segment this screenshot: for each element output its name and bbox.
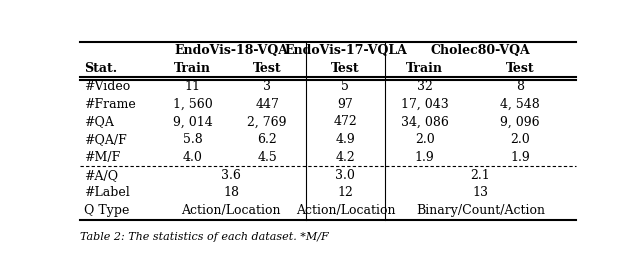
- Text: 6.2: 6.2: [257, 133, 277, 146]
- Text: Test: Test: [253, 62, 282, 75]
- Text: 97: 97: [337, 98, 353, 111]
- Text: Test: Test: [506, 62, 534, 75]
- Text: 3: 3: [263, 80, 271, 93]
- Text: Binary/Count/Action: Binary/Count/Action: [416, 204, 545, 217]
- Text: #Label: #Label: [84, 187, 130, 199]
- Text: 18: 18: [223, 187, 239, 199]
- Text: #A/Q: #A/Q: [84, 169, 118, 182]
- Text: 32: 32: [417, 80, 433, 93]
- Text: #QA/F: #QA/F: [84, 133, 127, 146]
- Text: 1, 560: 1, 560: [173, 98, 212, 111]
- Text: 17, 043: 17, 043: [401, 98, 449, 111]
- Text: 2.0: 2.0: [415, 133, 435, 146]
- Text: 8: 8: [516, 80, 524, 93]
- Text: Action/Location: Action/Location: [296, 204, 395, 217]
- Text: Table 2: The statistics of each dataset. *M/F: Table 2: The statistics of each dataset.…: [80, 232, 329, 242]
- Text: 11: 11: [185, 80, 201, 93]
- Text: 9, 014: 9, 014: [173, 115, 212, 128]
- Text: 4.0: 4.0: [183, 151, 203, 164]
- Text: 4, 548: 4, 548: [500, 98, 540, 111]
- Text: 13: 13: [472, 187, 488, 199]
- Text: 34, 086: 34, 086: [401, 115, 449, 128]
- Text: 4.5: 4.5: [257, 151, 277, 164]
- Text: 4.2: 4.2: [335, 151, 355, 164]
- Text: Train: Train: [406, 62, 444, 75]
- Text: 472: 472: [333, 115, 357, 128]
- Text: 3.0: 3.0: [335, 169, 355, 182]
- Text: Stat.: Stat.: [84, 62, 117, 75]
- Text: 2.0: 2.0: [510, 133, 530, 146]
- Text: 5: 5: [341, 80, 349, 93]
- Text: 4.9: 4.9: [335, 133, 355, 146]
- Text: EndoVis-18-VQA: EndoVis-18-VQA: [174, 44, 288, 57]
- Text: #M/F: #M/F: [84, 151, 120, 164]
- Text: 12: 12: [337, 187, 353, 199]
- Text: Action/Location: Action/Location: [182, 204, 281, 217]
- Text: 1.9: 1.9: [415, 151, 435, 164]
- Text: Q Type: Q Type: [84, 204, 129, 217]
- Text: #Video: #Video: [84, 80, 130, 93]
- Text: Train: Train: [174, 62, 211, 75]
- Text: 1.9: 1.9: [510, 151, 530, 164]
- Text: #Frame: #Frame: [84, 98, 136, 111]
- Text: #QA: #QA: [84, 115, 114, 128]
- Text: 447: 447: [255, 98, 279, 111]
- Text: EndoVis-17-VQLA: EndoVis-17-VQLA: [284, 44, 407, 57]
- Text: Cholec80-VQA: Cholec80-VQA: [431, 44, 531, 57]
- Text: 2, 769: 2, 769: [248, 115, 287, 128]
- Text: Test: Test: [331, 62, 360, 75]
- Text: 3.6: 3.6: [221, 169, 241, 182]
- Text: 9, 096: 9, 096: [500, 115, 540, 128]
- Text: 5.8: 5.8: [183, 133, 203, 146]
- Text: 2.1: 2.1: [470, 169, 490, 182]
